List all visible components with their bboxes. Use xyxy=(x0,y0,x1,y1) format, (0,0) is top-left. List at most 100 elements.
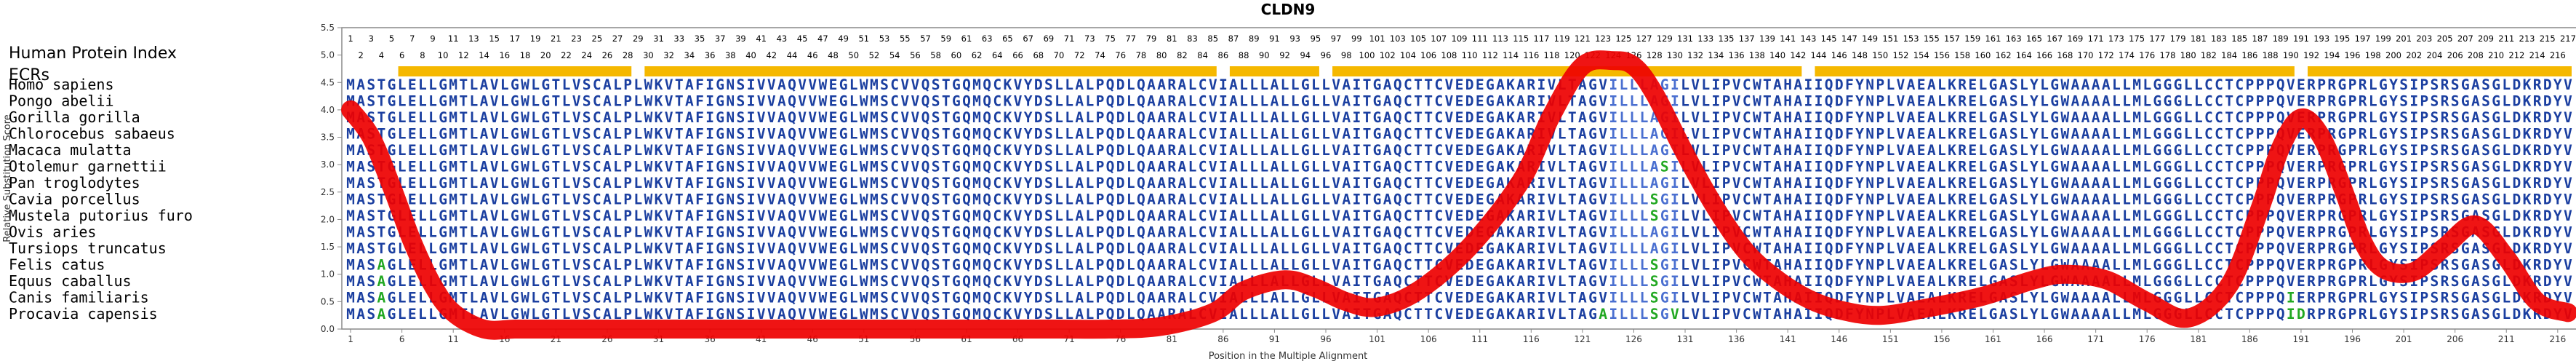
residue: L xyxy=(1701,142,1710,159)
residue: M xyxy=(449,175,457,191)
residue: V xyxy=(1599,191,1607,208)
residue: L xyxy=(398,273,407,290)
residue: L xyxy=(1681,175,1689,191)
index-number-even: 148 xyxy=(1852,50,1868,60)
residue: I xyxy=(747,142,756,159)
residue: L xyxy=(1640,273,1649,290)
y-tick-label: 4.0 xyxy=(321,105,335,115)
residue: L xyxy=(2122,191,2131,208)
residue: A xyxy=(2102,207,2111,224)
residue: M xyxy=(2132,142,2141,159)
residue: Y xyxy=(2389,93,2398,110)
residue: A xyxy=(1271,240,1279,257)
residue: P xyxy=(1096,76,1105,93)
residue: L xyxy=(470,273,479,290)
residue: L xyxy=(1085,126,1094,143)
residue: Q xyxy=(2276,224,2285,241)
residue: E xyxy=(2297,240,2305,257)
residue: L xyxy=(1188,257,1197,274)
residue: D xyxy=(1835,109,1844,126)
residue: S xyxy=(2481,257,2490,274)
residue: K xyxy=(1004,175,1012,191)
residue: S xyxy=(1650,257,1659,274)
residue: Y xyxy=(1855,109,1864,126)
y-tick-label: 0.5 xyxy=(321,296,335,306)
residue: R xyxy=(2441,175,2449,191)
residue: P xyxy=(1722,191,1731,208)
residue: T xyxy=(675,191,684,208)
residue: E xyxy=(1455,306,1464,323)
residue: C xyxy=(2215,191,2223,208)
residue: P xyxy=(2420,191,2428,208)
residue: I xyxy=(1352,191,1361,208)
residue: Y xyxy=(1024,290,1033,306)
residue: A xyxy=(1075,224,1084,241)
residue: A xyxy=(1927,191,1936,208)
residue: G xyxy=(2379,109,2388,126)
residue: L xyxy=(1065,191,1073,208)
residue: L xyxy=(1978,240,1987,257)
residue: I xyxy=(1804,257,1813,274)
residue: R xyxy=(1167,175,1176,191)
x-tick-label: 106 xyxy=(1420,334,1437,344)
residue: I xyxy=(705,257,714,274)
residue: I xyxy=(1219,175,1228,191)
residue: G xyxy=(2492,257,2500,274)
residue: D xyxy=(1465,257,1474,274)
index-number-even: 132 xyxy=(1687,50,1703,60)
residue: P xyxy=(623,159,632,175)
residue: T xyxy=(1424,207,1433,224)
residue: Q xyxy=(921,159,930,175)
residue: G xyxy=(952,159,961,175)
residue: S xyxy=(1650,207,1659,224)
residue: V xyxy=(808,273,817,290)
residue: C xyxy=(1743,224,1751,241)
residue: C xyxy=(1434,191,1443,208)
residue: R xyxy=(2441,306,2449,323)
residue: A xyxy=(480,76,489,93)
residue: R xyxy=(2307,207,2316,224)
residue: A xyxy=(1147,93,1156,110)
residue: T xyxy=(942,126,951,143)
residue: I xyxy=(1815,306,1823,323)
residue: I xyxy=(2409,93,2418,110)
residue: V xyxy=(757,240,766,257)
residue: G xyxy=(1588,240,1597,257)
residue: V xyxy=(808,224,817,241)
residue: A xyxy=(1650,224,1659,241)
index-number-odd: 169 xyxy=(2067,33,2083,44)
residue: S xyxy=(2009,109,2018,126)
residue: F xyxy=(695,159,704,175)
residue: Q xyxy=(2276,191,2285,208)
residue: S xyxy=(2399,159,2408,175)
residue: S xyxy=(583,306,591,323)
residue: I xyxy=(1537,93,1546,110)
residue: P xyxy=(2245,290,2254,306)
residue: S xyxy=(2481,142,2490,159)
residue: E xyxy=(829,93,838,110)
residue: G xyxy=(2050,93,2059,110)
residue: I xyxy=(747,191,756,208)
residue: Q xyxy=(2276,207,2285,224)
x-tick-label: 136 xyxy=(1728,334,1745,344)
residue: A xyxy=(1650,126,1659,143)
residue: A xyxy=(2071,126,2080,143)
residue: I xyxy=(1804,142,1813,159)
index-number-odd: 177 xyxy=(2149,33,2165,44)
residue: G xyxy=(2338,240,2347,257)
index-number-odd: 133 xyxy=(1697,33,1713,44)
residue: L xyxy=(500,109,509,126)
index-number-even: 154 xyxy=(1913,50,1929,60)
index-number-odd: 105 xyxy=(1410,33,1426,44)
residue: F xyxy=(695,93,704,110)
residue: I xyxy=(1804,240,1813,257)
residue: W xyxy=(1753,207,1761,224)
residue: I xyxy=(1352,175,1361,191)
residue: L xyxy=(1321,306,1330,323)
residue: S xyxy=(2431,175,2439,191)
residue: L xyxy=(1065,207,1073,224)
index-number-odd: 15 xyxy=(489,33,500,44)
residue: L xyxy=(1558,224,1567,241)
index-number-odd: 35 xyxy=(695,33,705,44)
residue: L xyxy=(1630,240,1639,257)
